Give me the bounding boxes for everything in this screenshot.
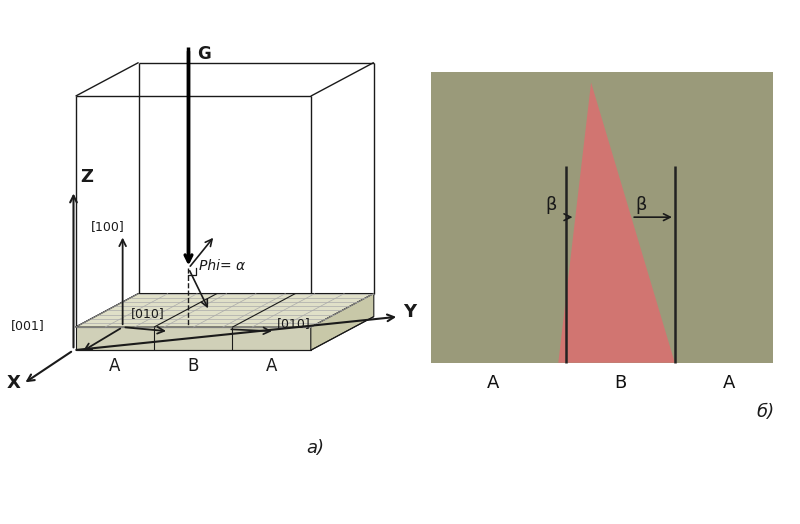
Text: б): б): [757, 403, 775, 421]
Polygon shape: [310, 293, 374, 350]
Text: Y: Y: [403, 303, 416, 321]
Text: [010]: [010]: [131, 307, 165, 320]
Polygon shape: [76, 327, 310, 350]
Text: Phi= α: Phi= α: [199, 259, 245, 274]
Text: A: A: [723, 374, 735, 392]
Polygon shape: [76, 293, 374, 327]
Text: Z: Z: [80, 168, 93, 186]
Text: A: A: [109, 357, 121, 375]
Text: B: B: [187, 357, 199, 375]
Text: [010]: [010]: [277, 317, 310, 330]
Text: B: B: [614, 374, 626, 392]
Text: X: X: [6, 374, 20, 392]
Text: [001]: [001]: [10, 319, 44, 332]
Text: β: β: [635, 196, 646, 214]
Text: β: β: [546, 196, 557, 214]
Text: а): а): [306, 439, 324, 457]
Text: G: G: [197, 45, 210, 63]
Text: [100]: [100]: [91, 221, 125, 234]
Text: A: A: [266, 357, 278, 375]
Text: A: A: [486, 374, 499, 392]
Bar: [431, 72, 773, 363]
Polygon shape: [558, 82, 674, 363]
